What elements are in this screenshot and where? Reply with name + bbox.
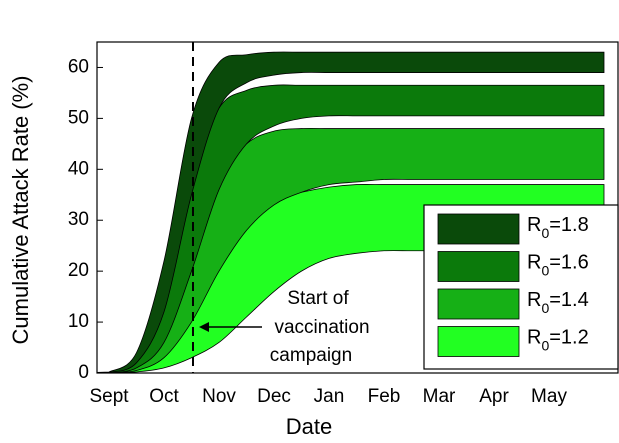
y-tick-label: 0 [78,362,89,383]
legend-swatch [437,251,520,282]
x-tick-label: Feb [368,386,401,407]
x-tick-label: Oct [149,386,179,407]
legend-label: R0=1.6 [527,252,589,278]
y-tick-label: 10 [68,311,89,332]
y-tick-label: 50 [68,107,89,128]
annotation: vaccination [274,317,369,338]
x-tick-label: Dec [257,386,291,407]
y-tick-label: 60 [68,56,89,77]
legend-swatch [437,326,520,357]
x-tick-label: Jan [314,386,345,407]
band-area [97,127,605,373]
legend-label: R0=1.8 [527,214,589,240]
y-tick-label: 30 [68,209,89,230]
legend-label: R0=1.2 [527,327,589,353]
legend-swatch [437,213,520,245]
annotation: Start of [287,288,349,309]
band-area [97,84,605,373]
y-tick-label: 40 [68,158,89,179]
x-tick-label: May [531,386,567,407]
legend-label: R0=1.4 [527,289,589,315]
x-tick-label: Apr [479,386,509,407]
x-tick-label: Sept [89,386,129,407]
x-tick-label: Mar [423,386,456,407]
y-tick-label: 20 [68,260,89,281]
legend-swatch [437,288,520,320]
x-axis-label: Date [286,414,332,439]
x-tick-label: Nov [202,386,236,407]
y-axis-label: Cumulative Attack Rate (%) [8,76,33,345]
arrow-head [199,322,209,332]
band-area [97,51,605,373]
annotation: campaign [270,345,352,366]
